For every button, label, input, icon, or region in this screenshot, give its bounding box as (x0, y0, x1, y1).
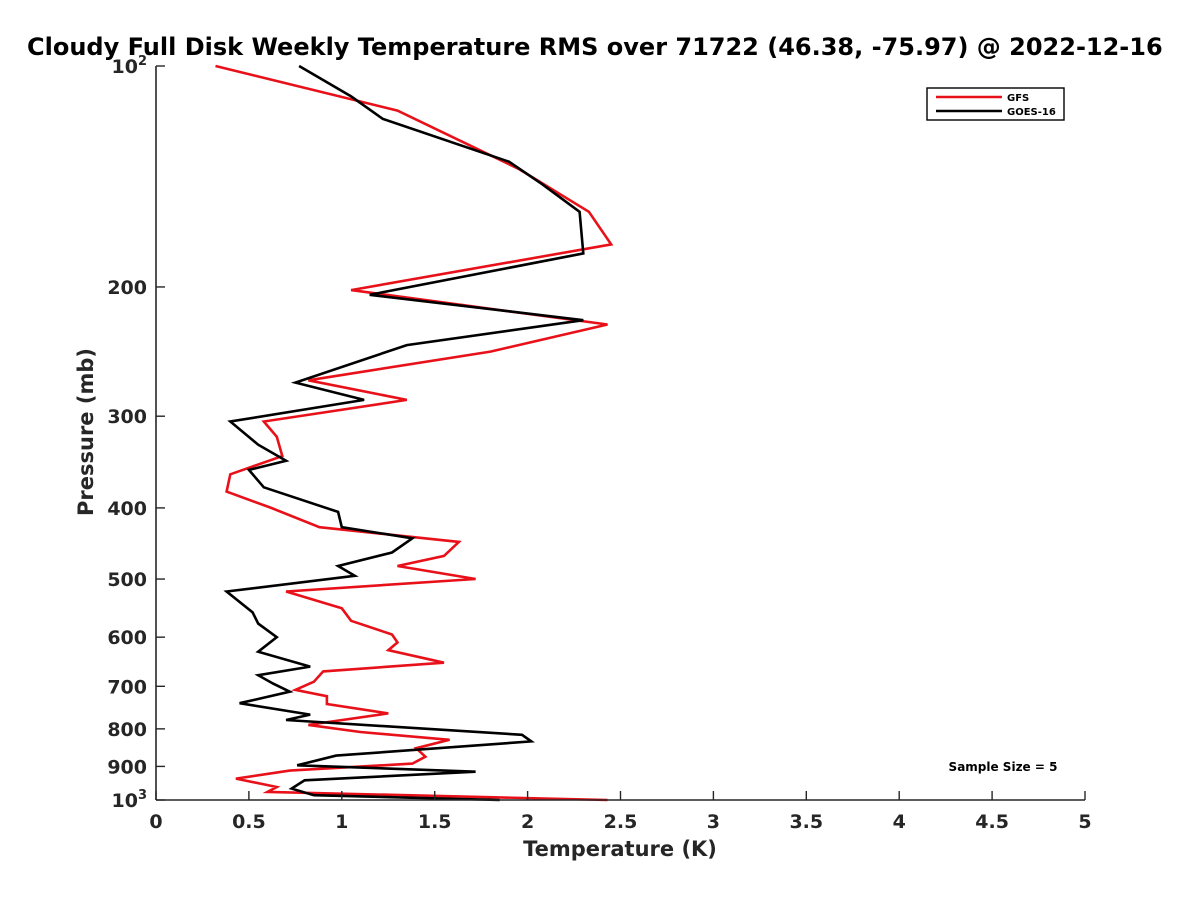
y-tick-label: 800 (107, 719, 147, 741)
y-tick-label: 200 (107, 277, 147, 299)
y-tick-label: 400 (107, 498, 147, 520)
x-tick-label: 3 (707, 811, 720, 833)
x-tick-label: 0 (149, 811, 162, 833)
x-tick-label: 1 (335, 811, 348, 833)
y-tick-label: 600 (107, 627, 147, 649)
x-tick-label: 0.5 (232, 811, 266, 833)
legend-box (926, 87, 1065, 121)
y-axis-label: Pressure (mb) (74, 348, 98, 516)
legend: GFS GOES-16 (926, 87, 1065, 121)
x-tick-label: 4 (893, 811, 906, 833)
chart-title: Cloudy Full Disk Weekly Temperature RMS … (27, 33, 1163, 61)
x-tick-label: 1.5 (418, 811, 452, 833)
x-tick-label: 2.5 (604, 811, 638, 833)
y-tick-label: 500 (107, 569, 147, 591)
sample-size-annotation: Sample Size = 5 (949, 760, 1058, 774)
legend-label-gfs: GFS (1007, 93, 1029, 104)
y-tick-label: 300 (107, 406, 147, 428)
x-axis-label: Temperature (K) (523, 837, 717, 861)
y-tick-label: 700 (107, 676, 147, 698)
y-tick-label: 900 (107, 756, 147, 778)
x-tick-label: 3.5 (789, 811, 823, 833)
x-tick-label: 2 (521, 811, 534, 833)
series-line-goes-16 (223, 64, 585, 802)
x-axis: 0 0.5 1 1.5 2 2.5 3 3.5 4 4.5 5 (149, 791, 1092, 833)
x-tick-label: 5 (1078, 811, 1091, 833)
plot-area (215, 64, 614, 802)
legend-label-goes-16: GOES-16 (1007, 107, 1056, 118)
x-tick-label: 4.5 (975, 811, 1009, 833)
y-tick-label: 103 (112, 788, 148, 812)
y-tick-label: 102 (112, 54, 148, 78)
series-line-gfs (215, 64, 614, 802)
y-axis: 102 200 300 400 500 600 700 800 900 103 (107, 54, 165, 812)
